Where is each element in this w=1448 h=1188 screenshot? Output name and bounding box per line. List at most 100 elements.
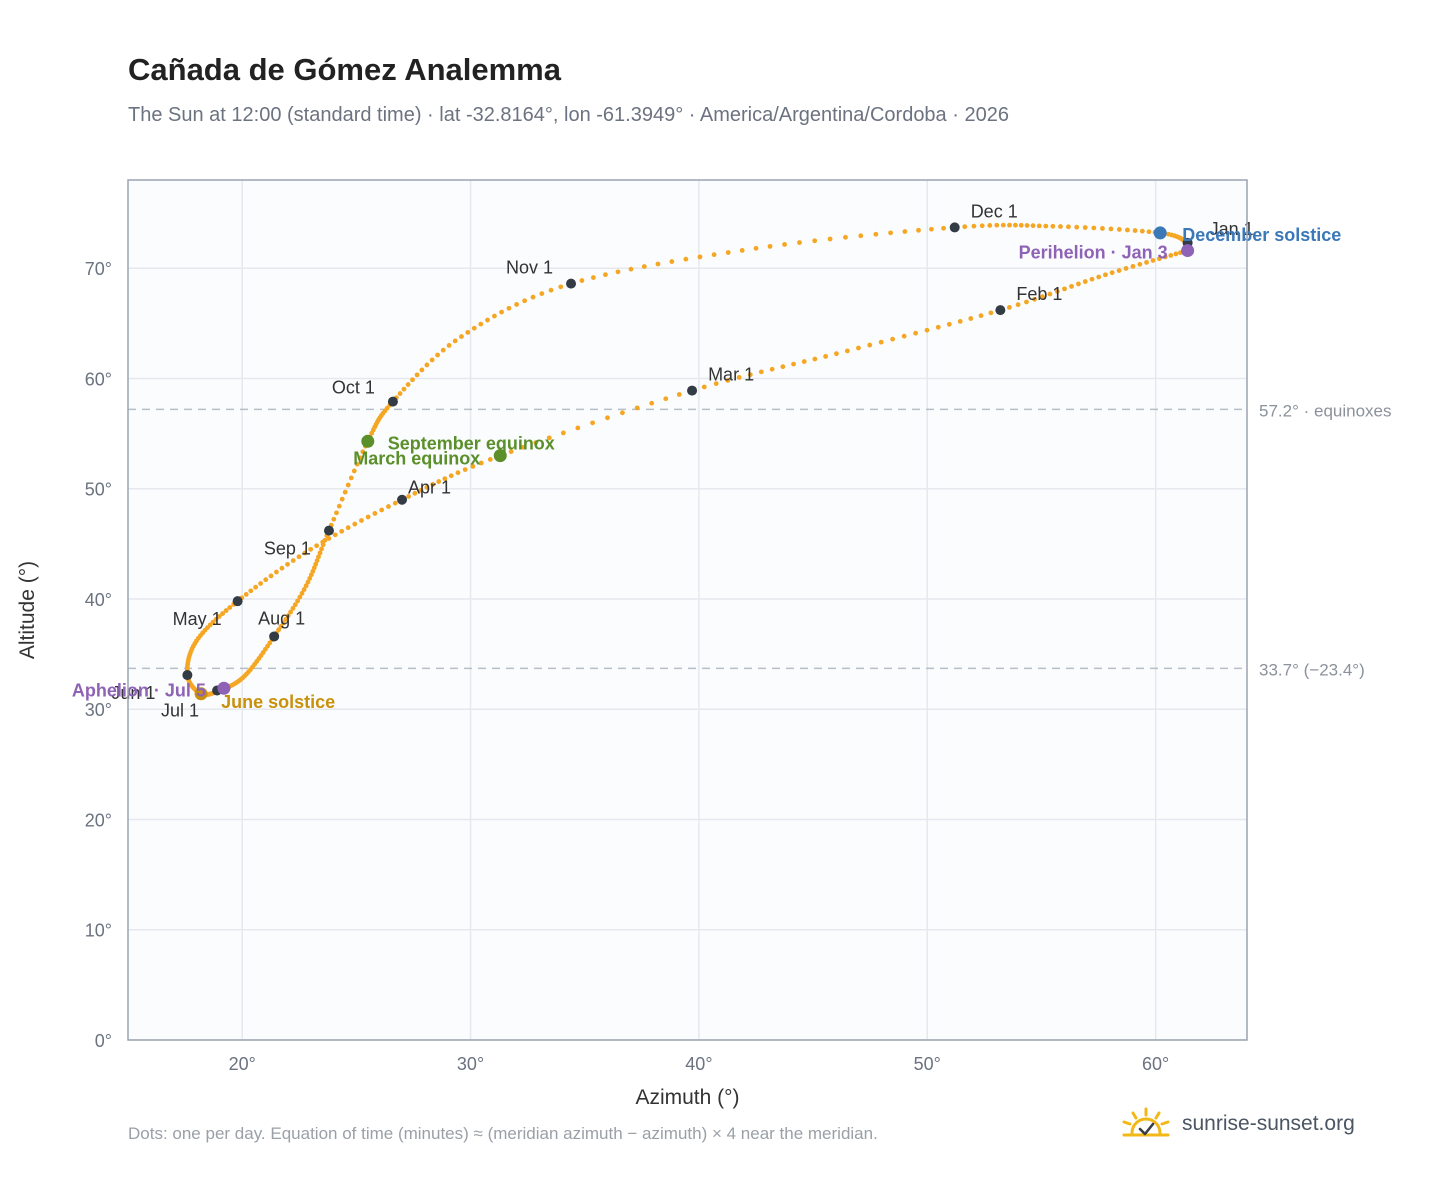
daily-sun-dot [332, 532, 338, 538]
daily-sun-dot [725, 250, 731, 255]
month-marker-label: Sep 1 [264, 539, 311, 559]
daily-sun-dot [1082, 225, 1088, 230]
daily-sun-dot [1109, 270, 1115, 276]
daily-sun-dot [1058, 224, 1063, 229]
daily-sun-dot [823, 354, 829, 359]
daily-sun-dot [314, 558, 320, 563]
daily-sun-dot [352, 521, 358, 527]
daily-sun-dot [1062, 286, 1067, 292]
daily-sun-dot [913, 330, 919, 336]
daily-sun-dot [1091, 225, 1097, 231]
daily-sun-dot [1146, 229, 1152, 235]
daily-sun-dot [867, 342, 873, 348]
month-marker [397, 494, 408, 505]
daily-sun-dot [1076, 281, 1081, 287]
daily-sun-dot [1108, 226, 1114, 232]
y-axis: 0° 10° 20° 30° 40° 50° 60° 70° [85, 259, 112, 1051]
y-tick-label: 10° [85, 921, 112, 941]
month-marker [323, 525, 334, 536]
daily-sun-dot [471, 325, 477, 331]
daily-sun-dot [747, 372, 753, 377]
daily-sun-dot [301, 587, 307, 592]
daily-sun-dot [1024, 223, 1030, 228]
daily-sun-dot [216, 614, 222, 619]
daily-sun-dot [603, 272, 608, 278]
daily-sun-dot [297, 594, 303, 600]
daily-sun-dot [462, 467, 468, 473]
brand-name[interactable]: sunrise-sunset.org [1182, 1112, 1355, 1135]
month-marker-label: Apr 1 [408, 478, 451, 498]
daily-sun-dot [499, 309, 504, 315]
month-marker [566, 278, 577, 289]
daily-sun-dot [223, 608, 229, 613]
daily-sun-dot [455, 470, 461, 476]
daily-sun-dot [827, 236, 833, 242]
plot-frame [127, 179, 1248, 1041]
brand[interactable]: sunrise-sunset.org [1120, 1104, 1355, 1144]
daily-sun-dot [812, 356, 818, 362]
daily-sun-dot [711, 252, 717, 258]
daily-sun-dot [1156, 256, 1162, 262]
daily-sun-dot [916, 227, 921, 233]
daily-sun-dot [1082, 279, 1088, 284]
daily-sun-dot [697, 254, 703, 260]
y-tick-label: 20° [85, 810, 112, 830]
daily-sun-dot [844, 348, 850, 354]
daily-sun-dot [506, 305, 512, 311]
daily-sun-dot [345, 482, 351, 488]
daily-sun-dot [968, 316, 974, 321]
daily-sun-dot [290, 605, 296, 611]
month-marker-label: May 1 [173, 609, 222, 629]
daily-sun-dot [1089, 276, 1095, 282]
daily-sun-dot [791, 361, 796, 367]
daily-sun-dot [1054, 289, 1060, 294]
daily-sun-dot [1123, 266, 1129, 271]
daily-sun-dot [319, 546, 324, 552]
event-label: Perihelion · Jan 3 [1019, 243, 1168, 263]
daily-sun-dot [628, 266, 634, 272]
daily-sun-dot [1130, 263, 1136, 269]
daily-sun-dot [801, 359, 807, 364]
daily-sun-dot [465, 329, 471, 335]
daily-sun-dot [379, 507, 385, 513]
event-label: September equinox [388, 433, 555, 453]
x-tick-label: 50° [914, 1054, 941, 1074]
daily-sun-dot [1139, 228, 1145, 234]
daily-sun-dot [579, 278, 585, 283]
daily-sun-dot [392, 500, 398, 506]
daily-sun-dot [546, 435, 552, 441]
daily-sun-dot [435, 352, 440, 358]
x-axis-label: Azimuth (°) [635, 1086, 739, 1109]
daily-sun-dot [797, 240, 802, 245]
daily-sun-dot [620, 410, 625, 416]
daily-sun-dot [296, 554, 302, 560]
daily-sun-dot [753, 245, 759, 251]
daily-sun-dot [492, 313, 497, 319]
daily-sun-dot [878, 339, 884, 345]
footnote: Dots: one per day. Equation of time (min… [128, 1124, 878, 1143]
daily-sun-dot [334, 510, 339, 516]
daily-sun-dot [243, 591, 249, 597]
daily-sun-dot [478, 321, 484, 327]
daily-sun-dot [957, 318, 963, 324]
x-axis: 20° 30° 40° 50° 60° [229, 1054, 1170, 1074]
daily-sun-dot [1150, 258, 1156, 263]
month-marker-label: Mar 1 [708, 365, 754, 385]
daily-sun-dot [701, 384, 707, 390]
sun-logo-icon [1122, 1107, 1170, 1137]
daily-sun-dot [354, 461, 360, 467]
daily-sun-dot [303, 583, 309, 589]
daily-sun-dot [406, 494, 412, 499]
daily-sun-dot [1036, 223, 1042, 229]
daily-sun-dot [858, 233, 864, 239]
daily-sun-dot [941, 225, 946, 231]
daily-sun-dot [873, 231, 879, 237]
daily-sun-dot [360, 449, 366, 455]
daily-sun-dot [725, 378, 731, 383]
daily-sun-dot [283, 616, 289, 622]
daily-sun-dot [736, 375, 742, 380]
daily-sun-dot [478, 460, 484, 466]
daily-sun-dot [1018, 222, 1024, 228]
event-label: June solstice [221, 692, 335, 712]
